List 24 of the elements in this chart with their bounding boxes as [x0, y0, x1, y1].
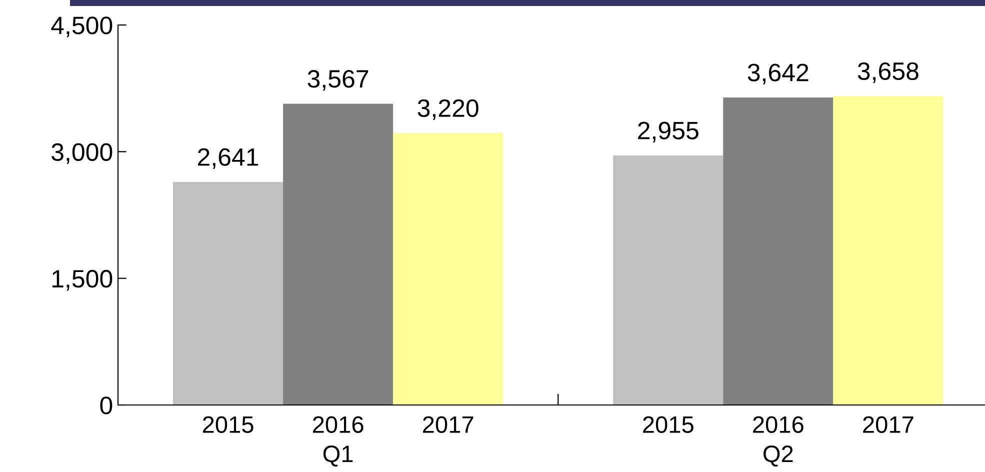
text: 2016	[753, 416, 804, 433]
data-label: 3,220	[418, 99, 478, 120]
y-tick-label: 3,000	[52, 143, 112, 164]
y-tick-label: 4,500	[51, 16, 112, 38]
bar	[613, 155, 724, 405]
bar	[393, 133, 504, 405]
data-label: 3,658	[858, 62, 918, 84]
bar	[833, 96, 944, 405]
x-tick-label: Q2	[764, 446, 793, 466]
data-label: 2,641	[198, 148, 258, 169]
data-label: 3,567	[308, 70, 368, 91]
bar	[723, 97, 834, 405]
data-label: 3,642	[748, 64, 808, 84]
text: 2015	[643, 416, 694, 433]
y-tick-label: 1,500	[52, 270, 112, 291]
series-label: 2015	[202, 416, 254, 433]
text: 2017	[863, 416, 914, 433]
y-tick-label: 0	[100, 396, 112, 414]
series-label: 2016	[312, 416, 364, 433]
x-tick-label: Q1	[323, 446, 353, 466]
bar	[283, 104, 394, 405]
series-label: 2017	[423, 416, 474, 433]
bar	[173, 182, 284, 405]
data-label: 2,955	[638, 122, 698, 142]
